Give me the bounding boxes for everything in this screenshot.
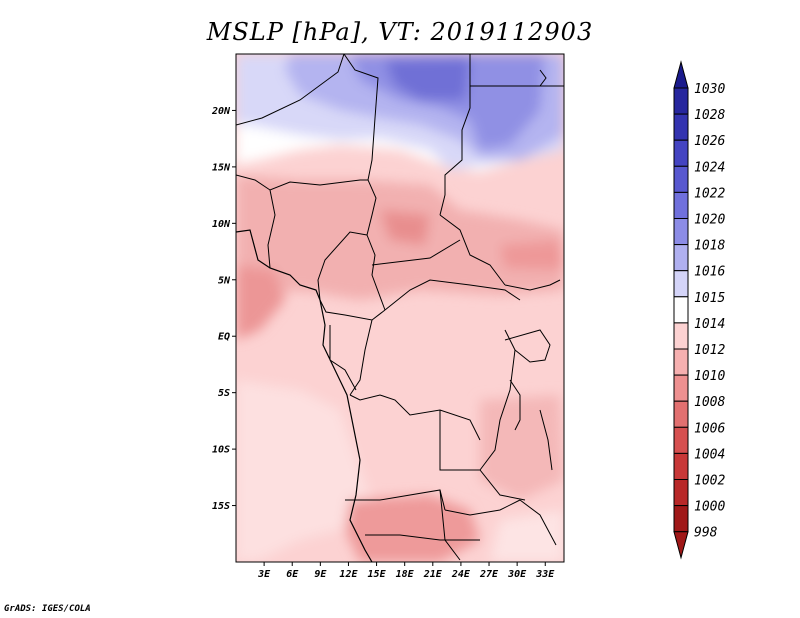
colorbar-segment bbox=[673, 113, 689, 141]
colorbar-segment bbox=[673, 426, 689, 454]
longitude-axis: 3E 6E 9E 12E 15E 18E 21E 24E 27E 30E 33E bbox=[257, 562, 555, 580]
lon-tick-label: 30E bbox=[507, 569, 527, 580]
country-borders bbox=[236, 54, 564, 562]
border-gabon-congo bbox=[329, 325, 357, 391]
lake-victoria bbox=[504, 329, 551, 363]
lat-tick-label: 5S bbox=[218, 388, 230, 399]
colorbar-label: 1006 bbox=[694, 421, 725, 436]
colorbar-label: 1000 bbox=[694, 500, 725, 515]
map-title: MSLP [hPa], VT: 2019112903 bbox=[206, 18, 594, 46]
border-zambia-zimbabwe bbox=[444, 499, 521, 516]
colorbar-label: 1015 bbox=[694, 291, 725, 306]
colorbar-label: 1028 bbox=[694, 108, 725, 123]
colorbar-segment bbox=[673, 296, 689, 324]
colorbar-segment bbox=[673, 348, 689, 376]
colorbar-bottom-arrow bbox=[673, 531, 689, 560]
colorbar-segment bbox=[673, 479, 689, 507]
lat-tick-label: 15N bbox=[212, 162, 231, 173]
colorbar-label: 1022 bbox=[694, 186, 725, 201]
field-band-1008-gulf bbox=[236, 265, 285, 340]
border-drc-angola bbox=[349, 394, 481, 441]
colorbar-label: 1014 bbox=[694, 317, 725, 332]
colorbar-label: 1016 bbox=[694, 265, 725, 280]
colorbar-top-arrow bbox=[673, 60, 689, 89]
lat-tick-label: 20N bbox=[211, 106, 231, 117]
field-band-1013-atlantic bbox=[236, 380, 380, 562]
lake-tanganyika bbox=[509, 379, 521, 431]
field-band-1010-east bbox=[480, 395, 564, 500]
border-cameroon-gabon-congo bbox=[319, 299, 386, 321]
colorbar-label: 1004 bbox=[694, 447, 725, 462]
lat-tick-label: 10S bbox=[212, 445, 230, 456]
lon-tick-label: 12E bbox=[339, 569, 358, 580]
field-band-1008-chad bbox=[380, 210, 430, 245]
border-car-drc bbox=[384, 279, 521, 311]
colorbar-segment bbox=[673, 87, 689, 115]
border-angola-zambia bbox=[439, 410, 526, 501]
colorbar-segment bbox=[673, 191, 689, 219]
colorbar-segment bbox=[673, 165, 689, 193]
lon-tick-label: 21E bbox=[423, 569, 443, 580]
colorbar-label: 1030 bbox=[694, 82, 725, 97]
colorbar-segment bbox=[673, 218, 689, 246]
colorbar-segment bbox=[673, 374, 689, 402]
field-band-1008-kalahari bbox=[345, 495, 480, 562]
colorbar-segment bbox=[673, 505, 689, 533]
nile-delta-coast bbox=[539, 69, 547, 87]
border-angola-namibia bbox=[345, 489, 446, 511]
field-band-1008-sudan bbox=[500, 240, 564, 270]
colorbar-segment bbox=[673, 270, 689, 298]
lon-tick-label: 15E bbox=[368, 569, 387, 580]
field-band-1014-southeast bbox=[490, 510, 564, 562]
border-chad-sudan-car bbox=[439, 214, 506, 286]
map-frame bbox=[235, 53, 565, 563]
border-mali-niger-south bbox=[236, 174, 368, 191]
lon-tick-label: 3E bbox=[257, 569, 271, 580]
colorbar-segment bbox=[673, 322, 689, 350]
border-namibia-southafrica bbox=[365, 534, 480, 541]
border-libya-sudan-chad bbox=[439, 54, 471, 216]
border-ssudan-uganda bbox=[504, 279, 561, 291]
lon-tick-label: 6E bbox=[286, 569, 299, 580]
colorbar-label: 998 bbox=[694, 526, 718, 541]
lat-tick-label: 5N bbox=[218, 275, 231, 286]
lon-tick-label: 33E bbox=[535, 569, 555, 580]
colorbar-segment bbox=[673, 244, 689, 272]
lon-tick-label: 18E bbox=[396, 569, 415, 580]
colorbar-segment bbox=[673, 139, 689, 167]
lon-tick-label: 27E bbox=[479, 569, 499, 580]
lat-tick-label: 15S bbox=[212, 501, 230, 512]
colorbar-segment bbox=[673, 400, 689, 428]
lat-tick-label: EQ bbox=[218, 332, 230, 343]
lake-malawi bbox=[539, 409, 553, 471]
border-niger-libya-chad bbox=[343, 54, 379, 236]
colorbar-label: 1018 bbox=[694, 239, 725, 254]
lat-tick-label: 10N bbox=[212, 219, 231, 230]
border-drc-east bbox=[479, 329, 516, 471]
border-chad-car bbox=[371, 239, 461, 266]
colorbar-label: 1026 bbox=[694, 134, 725, 149]
colorbar-label: 1012 bbox=[694, 343, 725, 358]
colorbar-label: 1020 bbox=[694, 213, 725, 228]
field-band-1022 bbox=[385, 58, 470, 100]
latitude-axis: 20N 15N 10N 5N EQ 5S 10S 15S bbox=[211, 106, 236, 512]
pressure-field bbox=[236, 54, 564, 562]
border-algeria-mali bbox=[236, 54, 345, 126]
border-mozambique bbox=[519, 499, 557, 546]
colorbar: 1030 1028 1026 1024 1022 1020 1018 1016 1015 1014… bbox=[673, 60, 725, 560]
lon-tick-label: 24E bbox=[451, 569, 471, 580]
colorbar-segment bbox=[673, 452, 689, 480]
colorbar-label: 1008 bbox=[694, 395, 725, 410]
border-congo-drc bbox=[349, 319, 373, 396]
credit-text: GrADS: IGES/COLA bbox=[4, 604, 91, 614]
west-coastline bbox=[236, 229, 373, 562]
border-nigeria-cameroon bbox=[317, 231, 368, 301]
colorbar-label: 1024 bbox=[694, 160, 725, 175]
border-benin-nigeria bbox=[267, 189, 276, 269]
colorbar-label: 1010 bbox=[694, 369, 725, 384]
lon-tick-label: 9E bbox=[314, 569, 327, 580]
colorbar-label: 1002 bbox=[694, 474, 725, 489]
